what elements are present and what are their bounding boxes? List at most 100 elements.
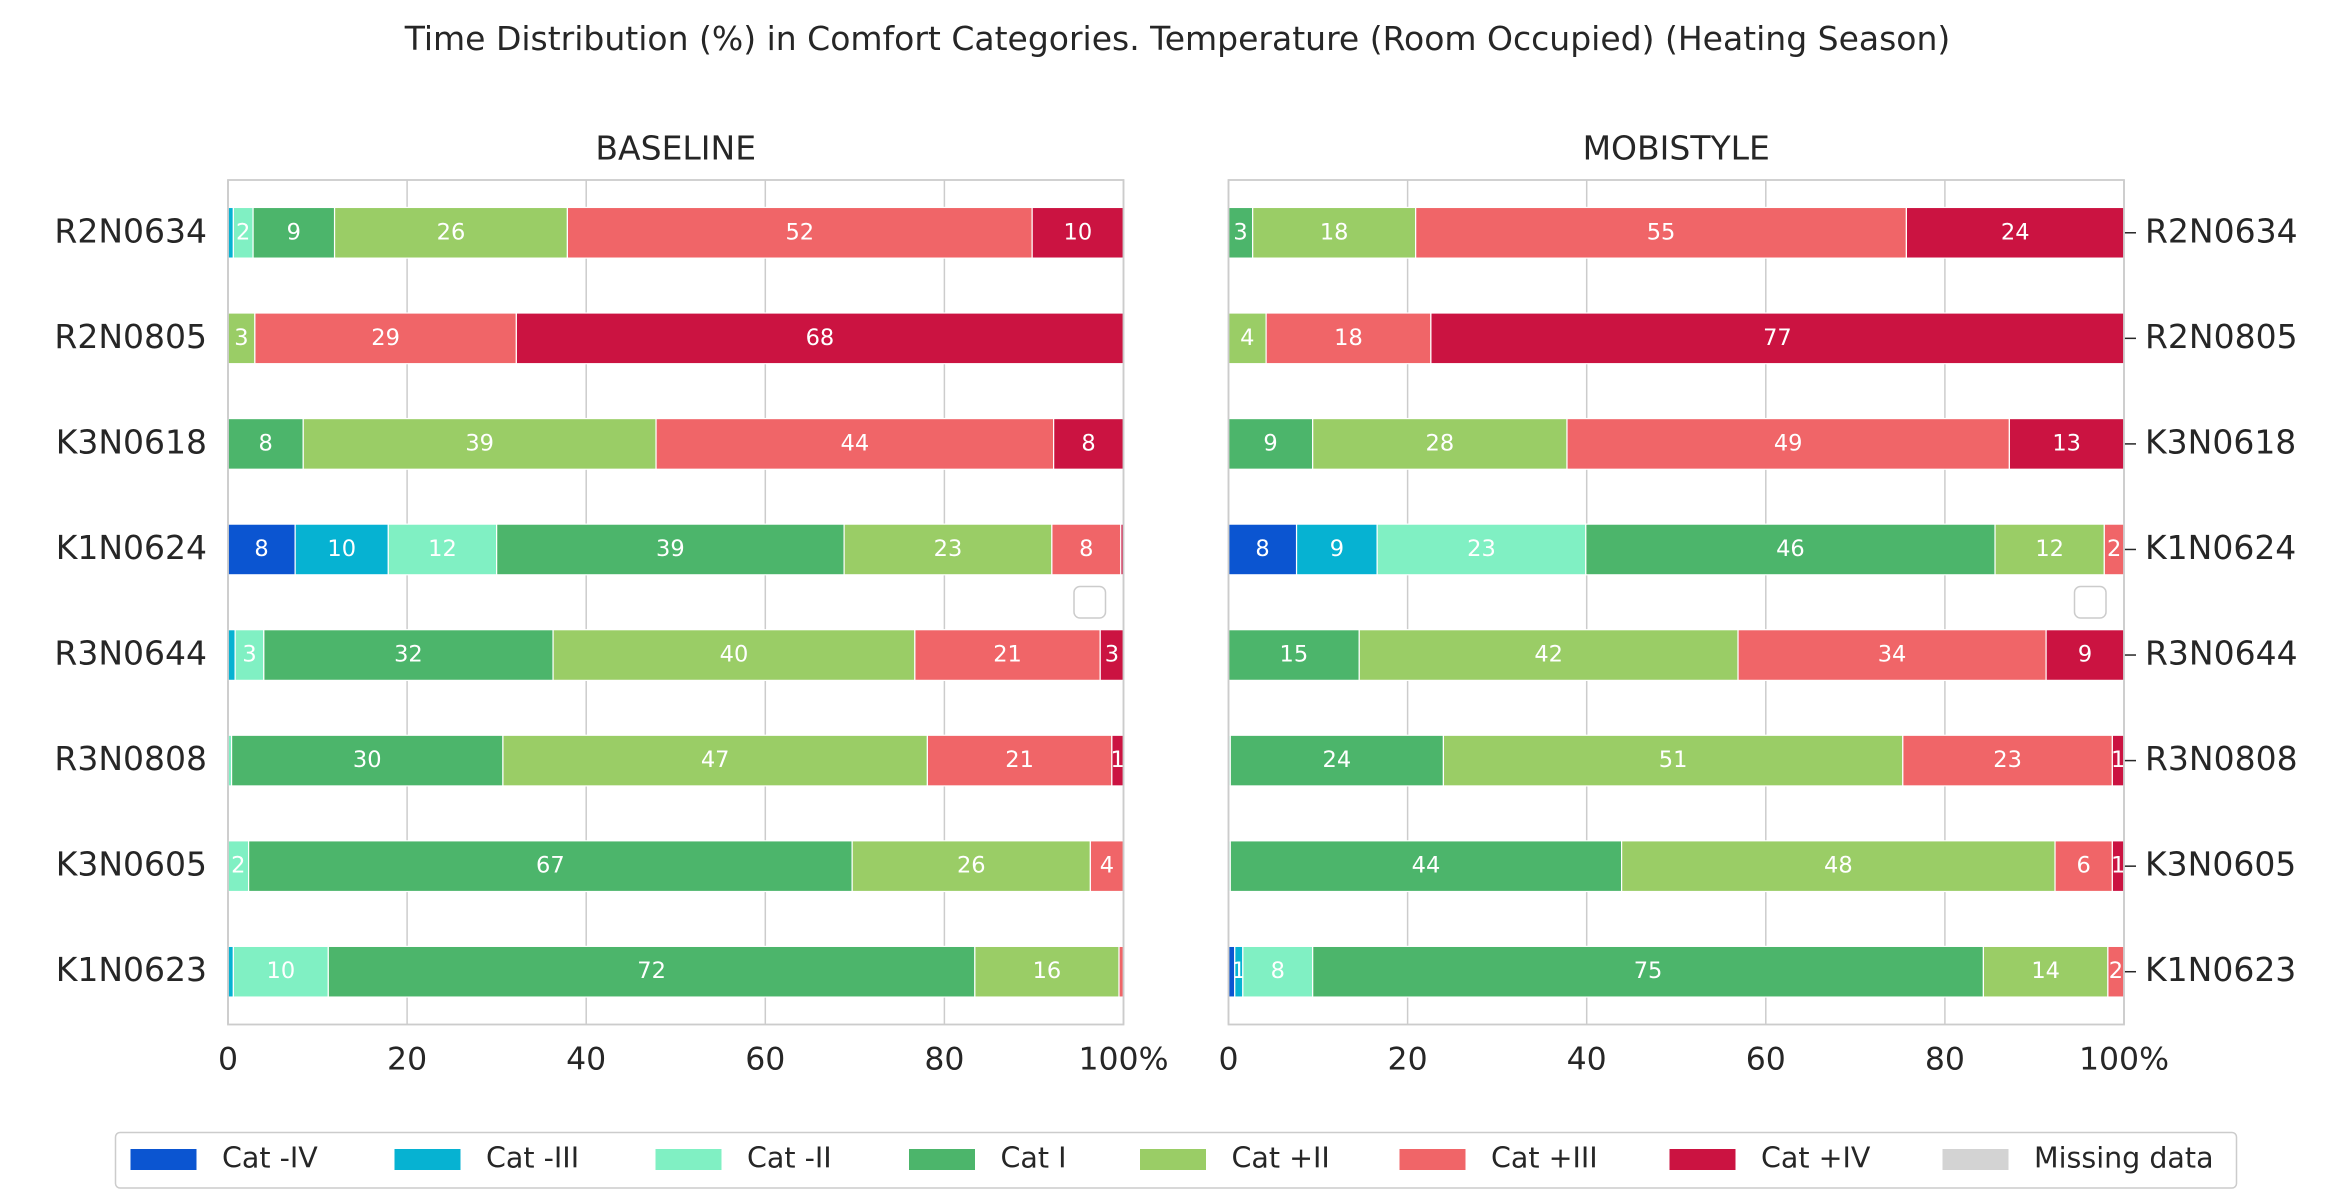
value-label: 55: [1647, 219, 1676, 245]
y-tick-label: K1N0623: [2145, 950, 2296, 989]
bar-segment: [227, 629, 236, 681]
bar-segment: [1442, 734, 1904, 787]
value-label: 47: [701, 747, 730, 773]
bar-segment: [227, 417, 304, 470]
value-label: 2: [236, 219, 250, 245]
bar-segment: [2008, 417, 2125, 470]
bar-segment: [1089, 840, 1125, 893]
value-label: 3: [1105, 642, 1119, 668]
legend-label: Cat -IV: [222, 1142, 318, 1175]
bar-segment: [1227, 523, 1298, 576]
value-label: 9: [2078, 642, 2092, 668]
value-label: 13: [2052, 430, 2081, 456]
empty-legend-box: [1073, 585, 1107, 619]
y-tick-label: K3N0618: [56, 422, 207, 461]
y-tick-label: K3N0605: [2145, 845, 2296, 884]
bar-segment: [926, 734, 1113, 787]
bar-segment: [227, 312, 256, 365]
value-label: 12: [428, 536, 457, 562]
bar-segment: [1358, 629, 1739, 681]
legend-swatch: [130, 1149, 197, 1170]
bar-segment: [387, 523, 498, 576]
bar-segment: [302, 417, 657, 470]
value-label: 8: [1081, 430, 1095, 456]
x-tick-label: 20: [1388, 1042, 1428, 1078]
value-label: 18: [1334, 325, 1363, 351]
value-label: 29: [371, 325, 400, 351]
legend-swatch: [1942, 1149, 2009, 1170]
bar-segment: [515, 312, 1125, 365]
value-label: 2: [231, 853, 245, 879]
bar-segment: [1252, 206, 1417, 259]
x-tick-label: 80: [924, 1042, 964, 1078]
x-tick-label: 80: [1925, 1042, 1965, 1078]
empty-legend-box: [2073, 585, 2107, 619]
panel-title: MOBISTYLE: [1583, 129, 1770, 168]
value-label: 24: [1323, 747, 1352, 773]
value-label: 9: [287, 219, 301, 245]
value-label: 39: [465, 430, 494, 456]
bar-segment: [1053, 417, 1125, 470]
plot-frame: [227, 179, 1125, 1026]
y-tick-label: R2N0634: [2145, 211, 2298, 250]
value-label: 21: [993, 642, 1022, 668]
value-label: 51: [1659, 747, 1688, 773]
x-tick-label: 100%: [2079, 1042, 2169, 1078]
bar-segment: [254, 312, 517, 365]
bar-segment: [566, 206, 1033, 259]
value-label: 34: [1878, 642, 1907, 668]
legend-swatch: [909, 1149, 975, 1170]
value-label: 8: [258, 430, 272, 456]
legend-swatch: [655, 1149, 722, 1170]
bar-segment: [1265, 312, 1432, 365]
value-label: 10: [327, 536, 356, 562]
legend-swatch: [1669, 1149, 1736, 1170]
y-tick-label: R3N0644: [54, 634, 207, 673]
bar-segment: [1994, 523, 2105, 576]
legend-label: Cat +II: [1232, 1142, 1330, 1175]
bar-segment: [1242, 945, 1314, 998]
legend-swatch: [1399, 1149, 1466, 1170]
value-label: 39: [656, 536, 685, 562]
value-label: 9: [1330, 536, 1344, 562]
value-label: 16: [1033, 958, 1062, 984]
bar-segment: [1905, 206, 2125, 259]
value-label: 21: [1005, 747, 1034, 773]
legend-label: Cat +III: [1491, 1142, 1598, 1175]
bar-segment: [655, 417, 1055, 470]
value-label: 3: [234, 325, 248, 351]
value-label: 48: [1824, 853, 1853, 879]
value-label: 8: [1079, 536, 1093, 562]
x-tick-label: 0: [1218, 1042, 1238, 1078]
legend-label: Cat +IV: [1761, 1142, 1871, 1175]
bar-segment: [502, 734, 928, 787]
value-label: 2: [2107, 536, 2121, 562]
bar-segment: [1031, 206, 1125, 259]
bar-segment: [1295, 523, 1378, 576]
bar-segment: [1227, 417, 1314, 470]
bar-segment: [1229, 840, 1623, 893]
bar-segment: [1312, 417, 1568, 470]
bar-segment: [552, 629, 916, 681]
value-label: 23: [934, 536, 963, 562]
value-label: 72: [637, 958, 666, 984]
value-label: 1: [2111, 853, 2125, 879]
value-label: 26: [437, 219, 466, 245]
value-label: 49: [1774, 430, 1803, 456]
x-tick-label: 60: [745, 1042, 785, 1078]
bar-segment: [294, 523, 389, 576]
legend-swatch: [394, 1149, 461, 1170]
value-label: 9: [1263, 430, 1277, 456]
plot-frame: [1227, 179, 2125, 1026]
value-label: 68: [806, 325, 835, 351]
value-label: 4: [1240, 325, 1254, 351]
value-label: 28: [1426, 430, 1455, 456]
y-tick-label: R2N0634: [54, 211, 207, 250]
legend-label: Cat -II: [747, 1142, 832, 1175]
value-label: 32: [394, 642, 423, 668]
value-label: 3: [1233, 219, 1247, 245]
bar-segment: [2045, 629, 2125, 681]
value-label: 67: [536, 853, 565, 879]
bar-segment: [1312, 945, 1985, 998]
value-label: 4: [1100, 853, 1114, 879]
